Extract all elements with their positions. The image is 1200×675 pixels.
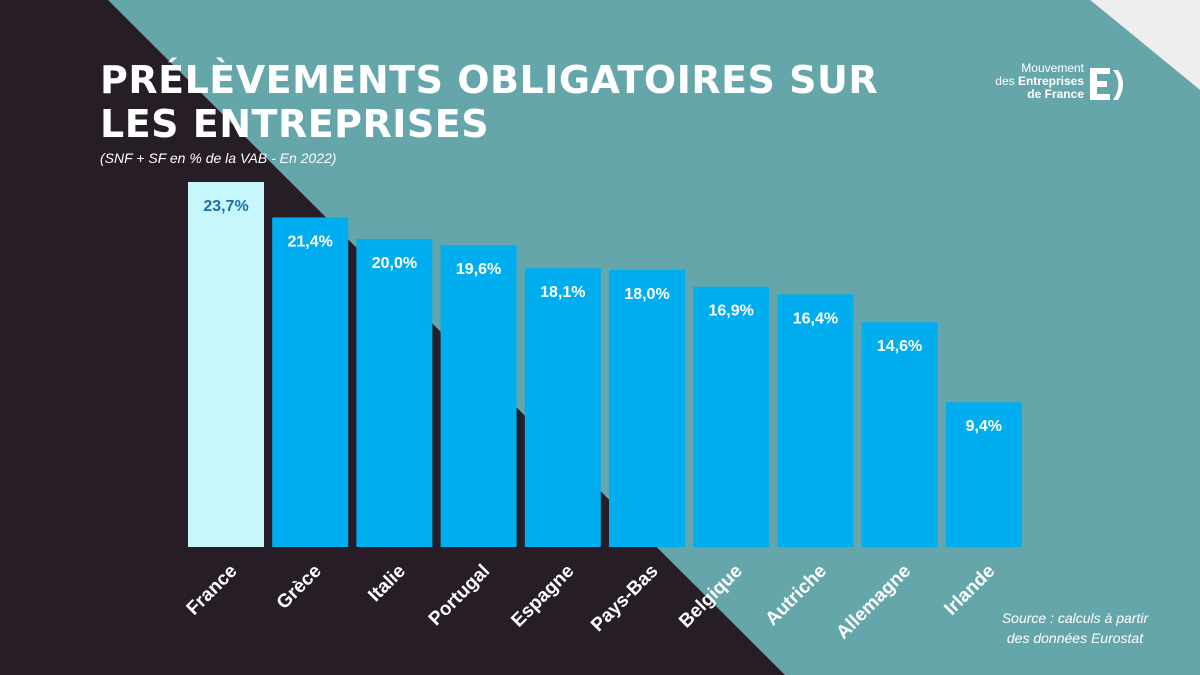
bar-irlande [945,402,1022,547]
data-label-france: 23,7% [203,198,248,215]
category-label-belgique: Belgique [675,561,747,633]
data-label-espagne: 18,1% [540,284,585,301]
medef-logo: Mouvement des Entreprises de France [990,62,1130,106]
category-label-portugal: Portugal [425,561,494,630]
bar-espagne [524,268,601,547]
data-label-allemagne: 14,6% [877,338,922,355]
logo-line-2-bold: Entreprises [1017,74,1084,88]
bar-autriche [777,294,854,547]
logo-line-1: Mouvement [1021,61,1084,75]
chart-subtitle: (SNF + SF en % de la VAB - En 2022) [100,150,337,166]
data-label-autriche: 16,4% [793,310,838,327]
bar-france [188,182,264,547]
medef-e-icon [1090,68,1123,100]
bar-allemagne [861,322,938,547]
bar-portugal [440,245,517,547]
background-corner-light [1090,0,1200,90]
bar-italie [356,238,433,547]
data-label-irlande: 9,4% [966,418,1002,435]
data-label-pays-bas: 18,0% [624,286,669,303]
source-line-2: des données Eurostat [1006,630,1144,646]
bar-pays-bas [609,269,685,547]
data-label-belgique: 16,9% [709,303,754,320]
data-label-grece: 21,4% [288,233,333,250]
category-label-italie: Italie [364,561,409,606]
source-note: Source : calculs à partir des données Eu… [990,608,1160,648]
logo-line-2-prefix: des [995,74,1018,88]
data-label-italie: 20,0% [372,255,417,272]
category-label-autriche: Autriche [762,561,831,630]
data-label-portugal: 19,6% [456,261,501,278]
category-label-france: France [183,561,242,620]
category-label-allemagne: Allemagne [832,561,915,644]
category-label-grece: Grèce [273,561,326,614]
source-line-1: Source : calculs à partir [1001,610,1149,626]
logo-line-3: de France [1027,87,1084,101]
category-label-pays-bas: Pays-Bas [587,561,662,636]
bar-belgique [693,286,770,547]
chart-title: PRÉLÈVEMENTS OBLIGATOIRES SUR LES ENTREP… [100,58,879,146]
category-label-espagne: Espagne [507,561,578,632]
logo-line-2: des Entreprises [995,75,1084,87]
bar-grece [272,217,349,547]
